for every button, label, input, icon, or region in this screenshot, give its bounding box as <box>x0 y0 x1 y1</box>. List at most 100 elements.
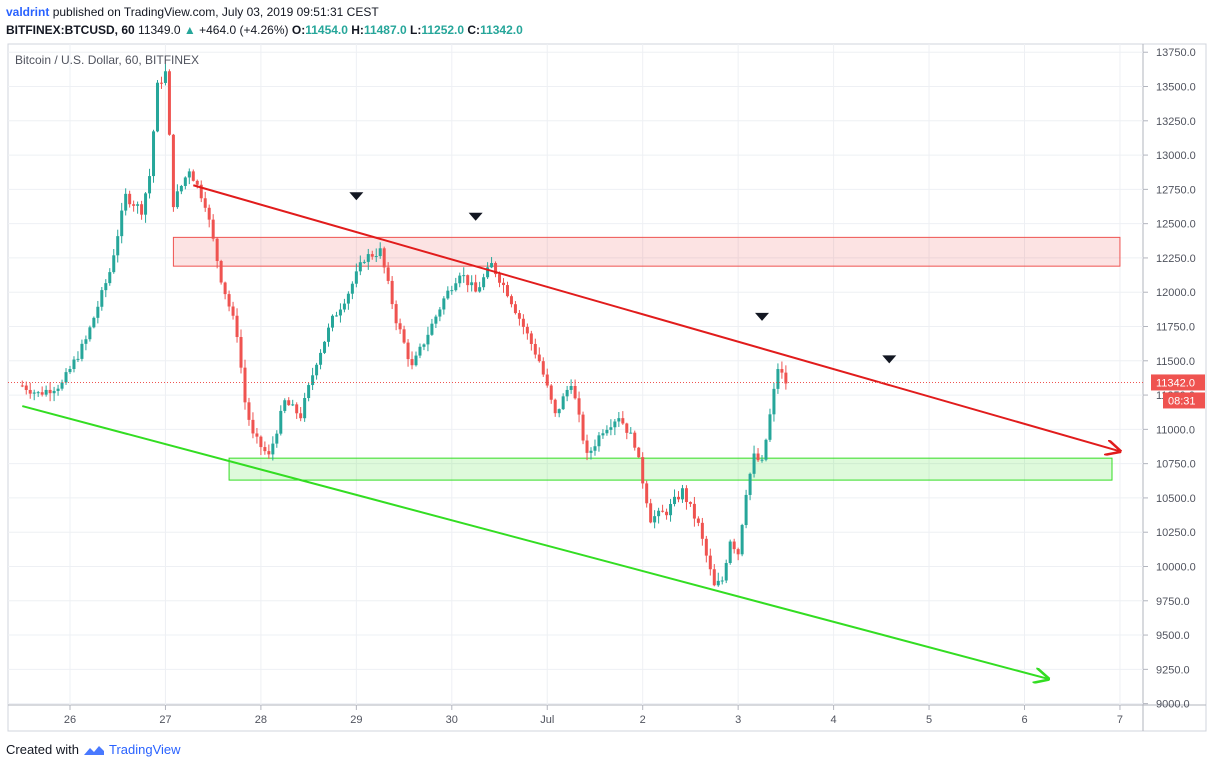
candle-body <box>350 283 354 294</box>
candle-body <box>136 204 140 206</box>
countdown-label: 08:31 <box>1168 395 1196 407</box>
candle-body <box>231 306 235 316</box>
candle-body <box>680 488 684 500</box>
candle-body <box>486 267 490 278</box>
high-label: H: <box>351 23 364 37</box>
candle-body <box>684 488 688 503</box>
resistance-trendline <box>193 184 1120 451</box>
candle-body <box>52 390 56 394</box>
candle-body <box>760 459 764 461</box>
candle-body <box>661 510 665 512</box>
candle-body <box>76 358 80 360</box>
candle-body <box>545 374 549 386</box>
y-tick-label: 10500.0 <box>1156 493 1196 505</box>
candle-body <box>617 418 621 422</box>
tradingview-link[interactable]: TradingView <box>108 742 181 757</box>
support-zone <box>228 457 1113 481</box>
y-tick-label: 9750.0 <box>1156 596 1190 608</box>
change-value: +464.0 (+4.26%) <box>199 23 289 37</box>
candle-body <box>155 82 159 132</box>
x-tick-label: 30 <box>446 714 458 726</box>
candle-body <box>283 400 287 411</box>
low-label: L: <box>410 23 422 37</box>
candle-body <box>462 275 466 277</box>
candle-body <box>732 541 736 550</box>
candle-body <box>736 549 740 555</box>
candle-body <box>740 525 744 555</box>
candle-body <box>597 435 601 447</box>
candle-body <box>275 433 279 444</box>
candle-body <box>163 71 167 83</box>
candle-body <box>629 432 633 434</box>
x-tick-label: 27 <box>159 714 171 726</box>
candle-body <box>561 396 565 410</box>
symbol-info: BITFINEX:BTCUSD, 60 11349.0 ▲ +464.0 (+4… <box>6 23 523 37</box>
candle-body <box>140 204 144 215</box>
candle-body <box>605 429 609 434</box>
down-marker-icon <box>882 355 897 364</box>
candle-body <box>255 433 259 437</box>
candle-body <box>525 326 529 334</box>
candle-body <box>641 457 645 484</box>
candle-body <box>291 404 295 406</box>
candle-body <box>72 359 76 370</box>
y-tick-label: 10000.0 <box>1156 561 1196 573</box>
candle-body <box>581 414 585 441</box>
candle-body <box>227 294 231 307</box>
candle-body <box>434 316 438 324</box>
candle-body <box>199 184 203 199</box>
y-tick-label: 11500.0 <box>1156 356 1195 368</box>
last-price-badge <box>1151 374 1205 391</box>
symbol-name: BITFINEX:BTCUSD, 60 <box>6 23 135 37</box>
candle-body <box>517 313 521 319</box>
candle-body <box>466 275 470 286</box>
close-label: C: <box>467 23 481 37</box>
candle-body <box>657 510 661 517</box>
down-marker-icon <box>755 312 770 321</box>
candle-body <box>44 389 48 395</box>
candle-body <box>295 404 299 414</box>
author-link[interactable]: valdrint <box>6 5 50 19</box>
candle-body <box>338 309 342 316</box>
candle-body <box>40 392 44 395</box>
candle-body <box>84 339 88 344</box>
candle-body <box>780 369 784 373</box>
candle-body <box>64 372 68 383</box>
candle-body <box>784 372 788 384</box>
candle-body <box>438 309 442 317</box>
candle-body <box>88 327 92 340</box>
candle-body <box>513 304 517 314</box>
candle-body <box>645 483 649 504</box>
candle-body <box>470 282 474 286</box>
candle-body <box>601 433 605 436</box>
candle-body <box>533 343 537 355</box>
x-tick-label: 4 <box>831 714 837 726</box>
candle-body <box>720 580 724 582</box>
candle-body <box>521 318 525 327</box>
candle-body <box>708 555 712 570</box>
candle-body <box>48 389 52 394</box>
down-marker-icon <box>349 192 364 201</box>
open-value: 11454.0 <box>305 23 348 37</box>
candle-body <box>330 315 334 328</box>
candle-body <box>541 361 545 375</box>
candle-body <box>406 342 410 360</box>
candle-body <box>100 290 104 307</box>
y-tick-label: 13750.0 <box>1156 47 1196 59</box>
candle-body <box>696 518 700 523</box>
candle-body <box>179 185 183 192</box>
open-label: O: <box>291 23 306 37</box>
publish-info: valdrint published on TradingView.com, J… <box>6 5 379 19</box>
candle-body <box>247 402 251 420</box>
candle-body <box>187 171 191 178</box>
candle-body <box>108 272 112 284</box>
candle-body <box>96 306 100 318</box>
candle-body <box>120 210 124 237</box>
candle-body <box>478 287 482 292</box>
candle-body <box>167 71 171 135</box>
candle-body <box>132 204 136 206</box>
candle-body <box>609 427 613 430</box>
candle-body <box>259 436 263 448</box>
